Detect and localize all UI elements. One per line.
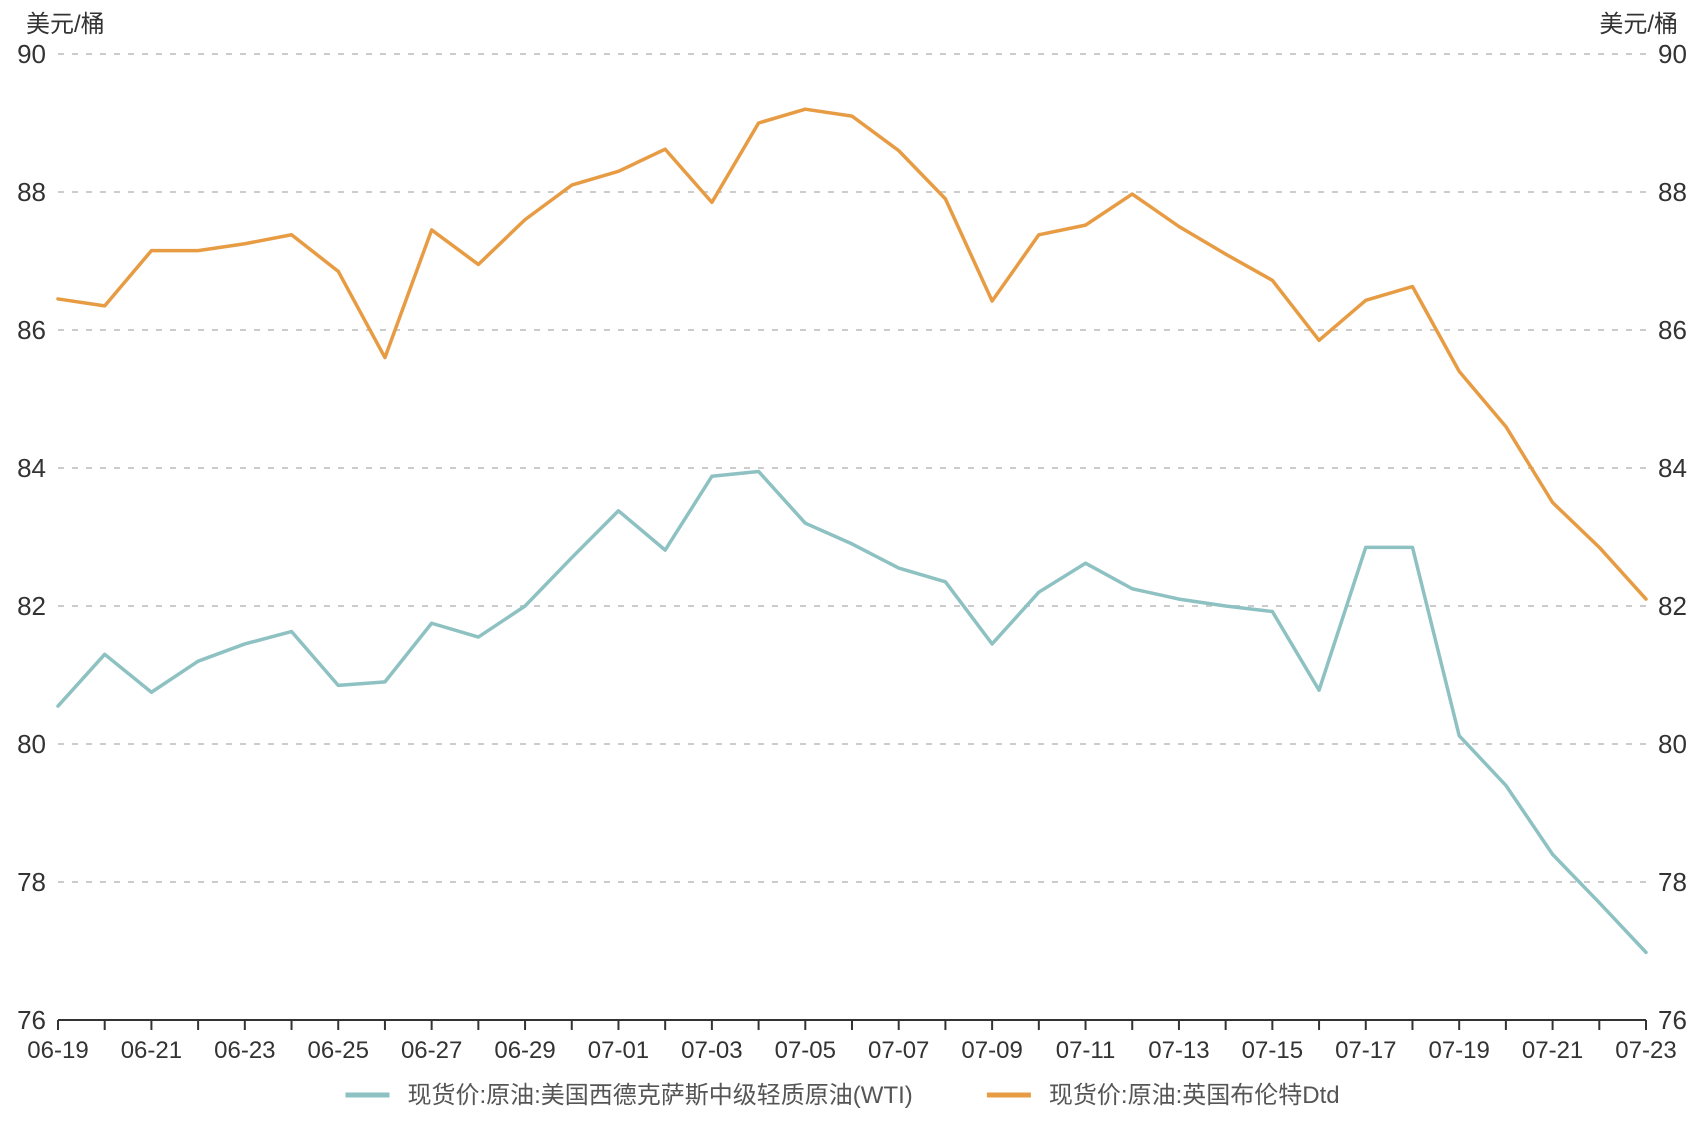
- x-tick-label: 07-23: [1615, 1037, 1676, 1064]
- x-tick-label: 07-09: [961, 1037, 1022, 1064]
- legend-label-1: 现货价:原油:英国布伦特Dtd: [1049, 1082, 1340, 1109]
- y-tick-left: 80: [17, 729, 46, 759]
- x-tick-label: 06-25: [308, 1037, 369, 1064]
- y-tick-right: 90: [1658, 39, 1687, 69]
- oil-price-line-chart: 76767878808082828484868688889090美元/桶美元/桶…: [0, 0, 1704, 1134]
- y-tick-left: 86: [17, 315, 46, 345]
- y-tick-right: 78: [1658, 867, 1687, 897]
- y-axis-title-right: 美元/桶: [1599, 11, 1678, 38]
- y-tick-left: 76: [17, 1005, 46, 1035]
- x-tick-label: 07-13: [1148, 1037, 1209, 1064]
- series-line-1: [58, 109, 1646, 599]
- chart-svg: 76767878808082828484868688889090美元/桶美元/桶…: [0, 0, 1704, 1134]
- legend-label-0: 现货价:原油:美国西德克萨斯中级轻质原油(WTI): [407, 1082, 912, 1109]
- y-tick-left: 78: [17, 867, 46, 897]
- x-tick-label: 06-29: [494, 1037, 555, 1064]
- x-tick-label: 06-21: [121, 1037, 182, 1064]
- x-tick-label: 07-21: [1522, 1037, 1583, 1064]
- y-tick-right: 88: [1658, 177, 1687, 207]
- y-tick-right: 84: [1658, 453, 1687, 483]
- y-tick-right: 82: [1658, 591, 1687, 621]
- x-tick-label: 06-27: [401, 1037, 462, 1064]
- y-tick-right: 86: [1658, 315, 1687, 345]
- x-tick-label: 07-05: [775, 1037, 836, 1064]
- y-tick-right: 76: [1658, 1005, 1687, 1035]
- x-tick-label: 07-11: [1056, 1037, 1116, 1064]
- x-tick-label: 07-07: [868, 1037, 929, 1064]
- x-tick-label: 07-19: [1428, 1037, 1489, 1064]
- series-line-0: [58, 471, 1646, 952]
- x-tick-label: 06-23: [214, 1037, 275, 1064]
- x-tick-label: 07-15: [1242, 1037, 1303, 1064]
- x-tick-label: 07-01: [588, 1037, 649, 1064]
- y-tick-left: 84: [17, 453, 46, 483]
- y-tick-left: 82: [17, 591, 46, 621]
- y-tick-left: 90: [17, 39, 46, 69]
- x-tick-label: 07-17: [1335, 1037, 1396, 1064]
- x-tick-label: 07-03: [681, 1037, 742, 1064]
- y-tick-right: 80: [1658, 729, 1687, 759]
- y-tick-left: 88: [17, 177, 46, 207]
- x-tick-label: 06-19: [27, 1037, 88, 1064]
- y-axis-title-left: 美元/桶: [26, 11, 105, 38]
